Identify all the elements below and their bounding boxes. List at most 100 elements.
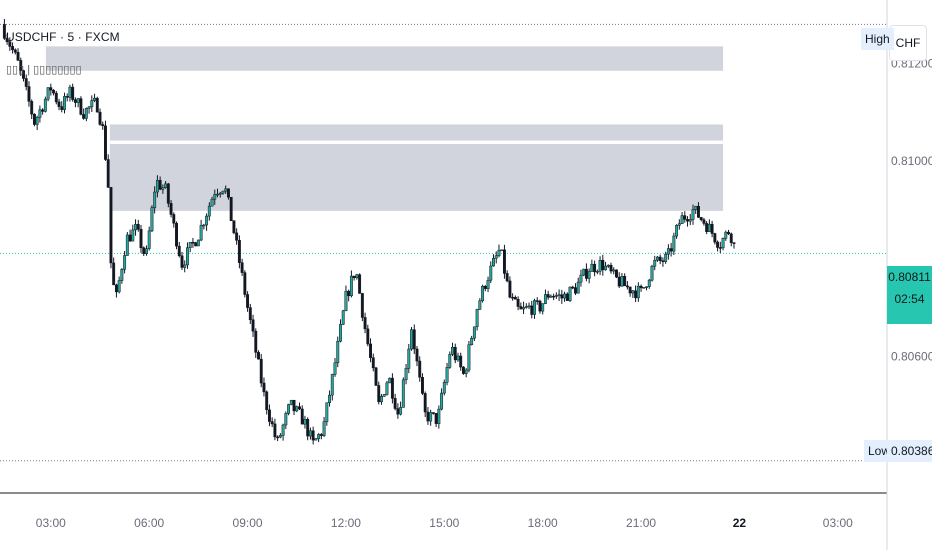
time-tick-label: 12:00	[331, 516, 361, 530]
candle	[702, 217, 706, 226]
candle	[456, 352, 460, 362]
candle	[535, 297, 539, 305]
candle	[516, 296, 520, 311]
candles-layer	[2, 19, 736, 445]
candle	[191, 237, 195, 248]
candle	[229, 196, 233, 221]
candle	[418, 356, 422, 382]
candle	[114, 283, 118, 298]
price-tick-label: 0.81000	[891, 154, 932, 168]
candle	[568, 286, 572, 303]
candle	[153, 186, 157, 214]
last-price-tag: 0.80811	[887, 266, 932, 288]
candle	[636, 282, 640, 302]
candle	[278, 433, 282, 439]
candle	[117, 276, 121, 294]
candle	[8, 37, 12, 51]
candle	[445, 362, 449, 386]
candle	[546, 290, 550, 300]
zone-1	[45, 46, 724, 71]
candle	[240, 258, 244, 276]
candle	[131, 224, 135, 242]
candle	[273, 418, 277, 441]
candle	[65, 93, 69, 102]
candle	[574, 283, 577, 296]
candle	[453, 343, 457, 364]
candle	[54, 90, 58, 105]
candle	[475, 308, 479, 331]
candle	[120, 268, 124, 284]
candle	[257, 350, 260, 360]
candle	[426, 407, 430, 425]
low-label: Low	[864, 440, 895, 462]
candle	[175, 221, 178, 250]
candle	[27, 81, 31, 107]
candle	[492, 254, 495, 267]
candle	[322, 416, 326, 438]
candle	[524, 303, 528, 309]
candle	[254, 328, 258, 358]
currency-selector[interactable]: CHF	[889, 25, 927, 61]
candle	[90, 95, 94, 113]
candle	[718, 241, 722, 254]
candle	[150, 205, 154, 233]
candle	[642, 287, 646, 289]
candle	[366, 324, 370, 347]
candle	[145, 245, 148, 256]
candle	[73, 97, 77, 108]
candle	[513, 295, 517, 300]
candle	[557, 289, 561, 301]
candle	[333, 358, 337, 377]
candle	[382, 394, 386, 397]
candle	[716, 240, 720, 252]
candle	[478, 298, 482, 310]
candle	[527, 302, 531, 310]
candle	[399, 401, 403, 416]
candle	[374, 366, 378, 386]
candle	[292, 399, 296, 415]
candle	[713, 232, 717, 245]
candle	[16, 48, 20, 61]
candle	[112, 257, 116, 286]
candle	[601, 254, 605, 276]
candle	[213, 189, 217, 205]
candle	[262, 377, 266, 397]
candle	[483, 285, 487, 292]
candle	[205, 213, 209, 231]
candle	[317, 433, 321, 443]
candle	[188, 241, 192, 253]
candle	[76, 97, 80, 108]
candle	[543, 289, 547, 305]
candle	[5, 33, 9, 45]
candle	[664, 251, 668, 264]
zone-3	[109, 143, 724, 211]
candle	[385, 380, 389, 396]
high-label: High	[861, 28, 894, 50]
candle	[270, 417, 274, 428]
candle	[606, 264, 610, 269]
candle	[147, 226, 151, 251]
candle	[494, 251, 498, 264]
candle	[508, 276, 512, 299]
countdown-tag: 02:54	[887, 288, 932, 324]
candle	[620, 273, 624, 287]
candle	[106, 154, 110, 189]
candle	[221, 190, 225, 195]
candle	[259, 353, 263, 388]
candle	[656, 255, 659, 262]
candle	[303, 415, 307, 429]
symbol-legend[interactable]: USDCHF · 5 · FXCM	[6, 30, 120, 44]
candle	[563, 291, 567, 302]
candle	[109, 187, 113, 269]
time-axis[interactable]: 03:00 06:00 09:00 12:00 15:00 18:00 21:00 22 03:…	[36, 516, 853, 530]
candle	[104, 120, 107, 161]
indicator-legend[interactable]: ▯▯▯ | ▯▯▯▯▯▯▯▯	[6, 64, 82, 76]
candle	[707, 219, 711, 232]
candle	[650, 264, 654, 282]
candle	[628, 286, 632, 297]
candle	[232, 220, 236, 235]
candle	[19, 57, 23, 76]
candle	[93, 93, 96, 103]
candle	[732, 242, 736, 249]
